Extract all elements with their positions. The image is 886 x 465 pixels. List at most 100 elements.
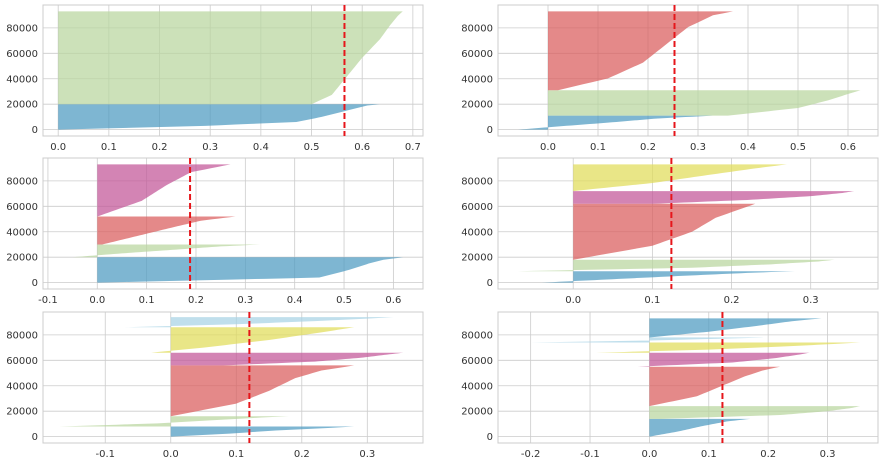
x-tick-label: 0.5 [304, 142, 320, 153]
y-tick-label: 0 [487, 432, 493, 443]
y-tick-label: 80000 [6, 23, 38, 34]
x-tick-label: 0.0 [540, 142, 556, 153]
x-tick-label: 0.4 [253, 142, 269, 153]
x-tick-label: 0.1 [101, 142, 117, 153]
x-tick-label: 0.3 [202, 142, 218, 153]
y-tick-label: 60000 [461, 49, 493, 60]
y-tick-label: 40000 [461, 74, 493, 85]
x-tick-label: 0.2 [294, 449, 310, 460]
cluster-silhouette-blue [58, 104, 380, 130]
x-tick-label: 0.1 [139, 295, 155, 306]
axes-frame [42, 4, 424, 137]
x-tick-label: 0.4 [740, 142, 756, 153]
x-tick-label: 0.2 [640, 142, 656, 153]
x-tick-label: 0.2 [760, 449, 776, 460]
cluster-silhouette-red [573, 203, 756, 260]
y-tick-label: 0 [32, 432, 38, 443]
y-tick-label: 80000 [461, 330, 493, 341]
y-tick-label: 0 [32, 125, 38, 136]
x-tick-label: 0.1 [701, 449, 717, 460]
x-tick-label: 0.0 [565, 295, 581, 306]
x-tick-label: 0.1 [644, 295, 660, 306]
cluster-silhouette-green [649, 406, 861, 419]
cluster-silhouette-red [548, 11, 733, 91]
x-tick-label: 0.0 [641, 449, 657, 460]
cluster-silhouette-green [59, 416, 289, 427]
y-tick-label: 80000 [6, 330, 38, 341]
x-tick-label: 0.1 [228, 449, 244, 460]
y-tick-label: 40000 [6, 74, 38, 85]
y-tick-label: 60000 [6, 202, 38, 213]
x-tick-label: 0.0 [50, 142, 66, 153]
cluster-silhouette-pink [170, 352, 404, 366]
cluster-silhouette-yellow [151, 327, 355, 353]
cluster-silhouette-red [649, 366, 781, 407]
x-tick-label: 0.4 [287, 295, 303, 306]
y-tick-label: 20000 [6, 253, 38, 264]
y-tick-label: 40000 [461, 381, 493, 392]
axes-frame [497, 157, 879, 290]
x-tick-label: -0.1 [580, 449, 600, 460]
x-tick-label: 0.7 [405, 142, 421, 153]
silhouette-subplot-3: -0.1 0.0 0.1 0.2 0.3 0.4 0.5 0.6 0 20000 40000 6000… [6, 157, 424, 306]
x-tick-label: 0.5 [790, 142, 806, 153]
y-tick-label: 0 [487, 125, 493, 136]
silhouette-subplot-1: 0.0 0.1 0.2 0.3 0.4 0.5 0.6 0.7 0 20000 40000 60000… [6, 4, 424, 153]
y-tick-label: 80000 [461, 23, 493, 34]
cluster-silhouette-blue [649, 318, 822, 338]
cluster-silhouette-blue [97, 257, 404, 283]
axes-frame [42, 311, 424, 444]
x-tick-label: 0.2 [724, 295, 740, 306]
y-tick-label: 20000 [461, 407, 493, 418]
cluster-silhouette-yellow [595, 342, 861, 353]
cluster-silhouette-green [58, 11, 403, 105]
y-tick-label: 60000 [461, 356, 493, 367]
cluster-silhouette-green [517, 259, 835, 272]
cluster-silhouette-red [97, 216, 236, 245]
x-tick-label: -0.2 [521, 449, 541, 460]
y-tick-label: 40000 [461, 227, 493, 238]
cluster-silhouette-green [548, 90, 861, 116]
cluster-silhouette-lightblue [530, 337, 769, 343]
axes-frame [42, 157, 424, 290]
cluster-silhouette-blue [541, 271, 795, 283]
x-tick-label: 0.2 [188, 295, 204, 306]
x-tick-label: -0.1 [38, 295, 58, 306]
y-tick-label: 20000 [6, 407, 38, 418]
x-tick-label: 0.3 [237, 295, 253, 306]
y-tick-label: 40000 [6, 227, 38, 238]
x-tick-label: 0.6 [385, 295, 401, 306]
x-tick-label: 0.0 [89, 295, 105, 306]
y-tick-label: 20000 [6, 100, 38, 111]
x-tick-label: 0.3 [820, 449, 836, 460]
y-tick-label: 0 [32, 278, 38, 289]
y-tick-label: 20000 [461, 253, 493, 264]
y-tick-label: 80000 [6, 176, 38, 187]
y-tick-label: 0 [487, 278, 493, 289]
y-tick-label: 80000 [461, 176, 493, 187]
x-tick-label: 0.6 [354, 142, 370, 153]
axes-frame [497, 311, 879, 444]
x-tick-label: 0.3 [690, 142, 706, 153]
silhouette-subplot-6: -0.2 -0.1 0.0 0.1 0.2 0.3 0 20000 40000 60000 8000… [461, 311, 879, 460]
y-tick-label: 40000 [6, 381, 38, 392]
cluster-silhouette-yellow [573, 164, 787, 192]
silhouette-subplot-2: 0.0 0.1 0.2 0.3 0.4 0.5 0.6 0 20000 40000 60000 800… [461, 4, 879, 153]
cluster-silhouette-pink [637, 352, 810, 367]
silhouette-subplot-4: 0.0 0.1 0.2 0.3 0 20000 40000 60000 80000 [461, 157, 879, 306]
cluster-silhouette-lightblue [124, 317, 394, 328]
x-tick-label: -0.1 [95, 449, 115, 460]
x-tick-label: 0.0 [163, 449, 179, 460]
cluster-silhouette-red [170, 365, 355, 417]
axes-frame [497, 4, 879, 137]
cluster-silhouette-blue [170, 426, 355, 437]
cluster-silhouette-pink [97, 164, 231, 217]
y-tick-label: 60000 [461, 202, 493, 213]
cluster-silhouette-green [72, 244, 261, 258]
x-tick-label: 0.2 [152, 142, 168, 153]
x-tick-label: 0.3 [359, 449, 375, 460]
x-tick-label: 0.1 [590, 142, 606, 153]
cluster-silhouette-pink [573, 191, 855, 204]
y-tick-label: 60000 [6, 356, 38, 367]
